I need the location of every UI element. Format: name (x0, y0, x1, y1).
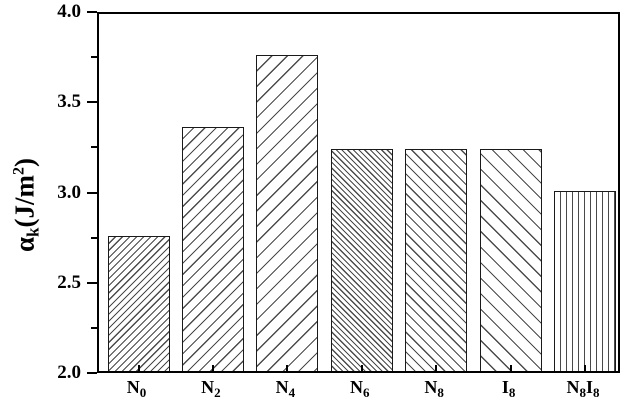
y-minor-tick (91, 56, 97, 59)
y-minor-tick (91, 326, 97, 329)
y-tick-label: 2.5 (57, 271, 81, 293)
y-axis-unit-superscript: 2 (10, 166, 28, 175)
x-tick-label-N0: N0 (126, 377, 147, 400)
y-tick-label: 3.0 (57, 181, 81, 203)
bar-N0 (107, 235, 170, 371)
y-major-tick (87, 372, 97, 374)
y-major-tick (87, 11, 97, 13)
x-tick (286, 365, 289, 371)
bar-N8I8 (554, 190, 617, 371)
x-tick-label-N8I8: N8I8 (566, 377, 600, 400)
x-tick-label-N4: N4 (275, 377, 296, 400)
x-tick-label-I8: I8 (501, 377, 516, 400)
y-axis-symbol: α (9, 236, 40, 253)
y-major-tick (87, 101, 97, 104)
bar-N6 (330, 149, 393, 371)
x-tick-label-N6: N6 (350, 377, 370, 400)
bar-N2 (181, 127, 244, 371)
y-tick-label: 4.0 (57, 1, 81, 22)
y-major-tick (87, 191, 97, 194)
y-tick-label: 3.5 (57, 91, 81, 113)
y-minor-tick (91, 236, 97, 239)
x-tick-label-N2: N2 (201, 377, 221, 400)
x-tick (137, 365, 140, 371)
x-tick (509, 365, 512, 371)
y-axis-unit-close: ) (9, 157, 40, 167)
x-tick (435, 365, 438, 371)
x-tick-label-N8: N8 (424, 377, 444, 400)
bar-N4 (256, 55, 319, 371)
plot-area (97, 12, 620, 373)
x-tick (584, 365, 587, 371)
y-minor-tick (91, 146, 97, 149)
bar-N8 (405, 149, 468, 371)
bar-I8 (479, 149, 542, 371)
y-axis-label: αk(J/m2) (9, 157, 43, 253)
y-tick-label: 2.0 (57, 362, 81, 383)
y-axis-symbol-subscript: k (23, 227, 43, 237)
y-major-tick (87, 281, 97, 284)
x-tick (360, 365, 363, 371)
x-tick (211, 365, 214, 371)
